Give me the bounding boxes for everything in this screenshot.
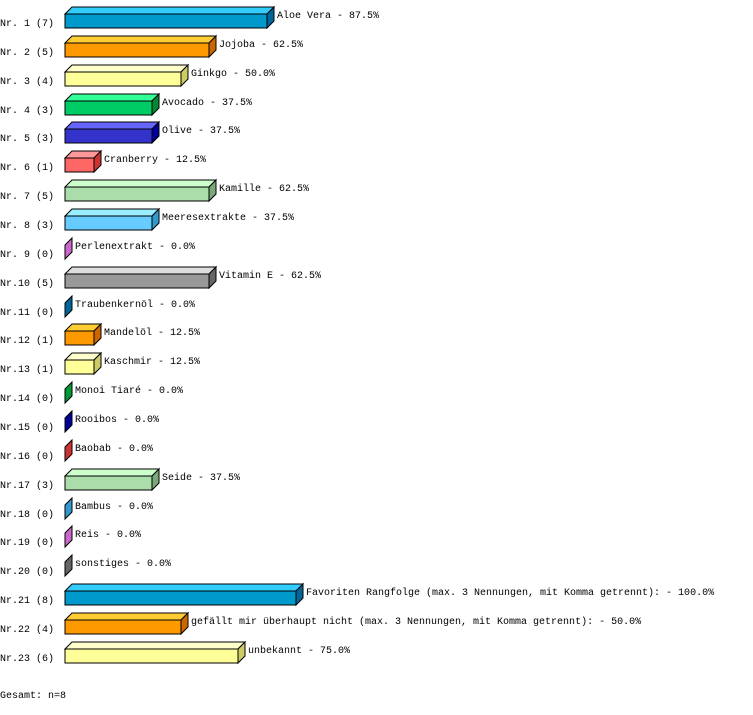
bar-chart: Nr. 1 (7) Aloe Vera - 87.5% Nr. 2 (5) Jojob…: [0, 5, 714, 665]
bar: [64, 273, 210, 289]
bar: [64, 330, 95, 346]
bar: [64, 475, 153, 491]
bar: [64, 128, 153, 144]
bar-side: [208, 265, 217, 290]
bar-side: [64, 380, 73, 405]
bar-side: [64, 438, 73, 463]
row-label: Nr.15 (0): [0, 422, 54, 434]
row-label: Nr. 4 (3): [0, 105, 54, 117]
data-label: Seide - 37.5%: [162, 472, 240, 484]
row-label: Nr.17 (3): [0, 480, 54, 492]
row-label: Nr. 6 (1): [0, 162, 54, 174]
row-label: Nr. 5 (3): [0, 133, 54, 145]
data-label: Ginkgo - 50.0%: [191, 68, 275, 80]
row-label: Nr.19 (0): [0, 537, 54, 549]
bar-side: [64, 409, 73, 434]
bar-side: [64, 496, 73, 521]
data-label: Bambus - 0.0%: [75, 501, 153, 513]
data-label: Cranberry - 12.5%: [104, 154, 206, 166]
bar-top: [63, 208, 161, 217]
bar-side: [180, 611, 189, 636]
bar-side: [151, 120, 160, 145]
row-label: Nr.14 (0): [0, 393, 54, 405]
bar: [64, 13, 268, 29]
row-label: Nr. 2 (5): [0, 47, 54, 59]
data-label: Jojoba - 62.5%: [219, 39, 303, 51]
data-label: Meeresextrakte - 37.5%: [162, 212, 294, 224]
bar-top: [63, 121, 161, 130]
bar-side: [64, 524, 73, 549]
bar-side: [64, 553, 73, 578]
data-label: Perlenextrakt - 0.0%: [75, 241, 195, 253]
data-label: unbekannt - 75.0%: [248, 645, 350, 657]
row-label: Nr.22 (4): [0, 624, 54, 636]
bar-side: [93, 149, 102, 174]
row-label: Nr. 1 (7): [0, 18, 54, 30]
bar-side: [151, 207, 160, 232]
row-label: Nr.16 (0): [0, 451, 54, 463]
data-label: Vitamin E - 62.5%: [219, 270, 321, 282]
row-label: Nr. 7 (5): [0, 191, 54, 203]
row-label: Nr.10 (5): [0, 278, 54, 290]
bar-top: [63, 468, 161, 477]
total-count: Gesamt: n=8: [0, 691, 67, 702]
row-label: Nr. 8 (3): [0, 220, 54, 232]
bar-side: [208, 178, 217, 203]
bar-side: [266, 5, 275, 30]
row-label: Nr.21 (8): [0, 595, 54, 607]
bar-side: [180, 63, 189, 88]
data-label: Mandelöl - 12.5%: [104, 327, 200, 339]
row-label: Nr. 3 (4): [0, 76, 54, 88]
bar-side: [151, 92, 160, 117]
bar-top: [63, 641, 247, 650]
bar-top: [63, 93, 161, 102]
bar-side: [208, 34, 217, 59]
data-label: Kamille - 62.5%: [219, 183, 309, 195]
bar: [64, 157, 95, 173]
bar-top: [63, 179, 218, 188]
data-label: Kaschmir - 12.5%: [104, 356, 200, 368]
bar-top: [63, 612, 190, 621]
bar: [64, 359, 95, 375]
row-label: Nr.18 (0): [0, 509, 54, 521]
bar-top: [63, 64, 190, 73]
data-label: Avocado - 37.5%: [162, 97, 252, 109]
data-label: Aloe Vera - 87.5%: [277, 10, 379, 22]
bar-side: [93, 351, 102, 376]
bar-side: [64, 236, 73, 261]
data-label: Reis - 0.0%: [75, 529, 141, 541]
bar: [64, 42, 210, 58]
data-label: sonstiges - 0.0%: [75, 558, 171, 570]
bar-side: [151, 467, 160, 492]
row-label: Nr.12 (1): [0, 335, 54, 347]
data-label: Rooibos - 0.0%: [75, 414, 159, 426]
bar: [64, 619, 182, 635]
bar: [64, 186, 210, 202]
bar-top: [63, 6, 276, 15]
bar-side: [237, 640, 246, 665]
data-label: Traubenkernöl - 0.0%: [75, 299, 195, 311]
data-label: Favoriten Rangfolge (max. 3 Nennungen, m…: [306, 587, 714, 599]
data-label: Monoi Tiaré - 0.0%: [75, 385, 183, 397]
row-label: Nr.13 (1): [0, 364, 54, 376]
bar-side: [93, 322, 102, 347]
data-label: gefällt mir überhaupt nicht (max. 3 Nenn…: [191, 616, 641, 628]
bar: [64, 590, 297, 606]
row-label: Nr.23 (6): [0, 653, 54, 665]
bar-top: [63, 35, 218, 44]
bar: [64, 71, 182, 87]
data-label: Olive - 37.5%: [162, 125, 240, 137]
row-label: Nr. 9 (0): [0, 249, 54, 261]
bar: [64, 100, 153, 116]
bar-top: [63, 266, 218, 275]
data-label: Baobab - 0.0%: [75, 443, 153, 455]
row-label: Nr.20 (0): [0, 566, 54, 578]
bar: [64, 215, 153, 231]
bar-top: [63, 583, 305, 592]
bar-side: [295, 582, 304, 607]
bar: [64, 648, 239, 664]
row-label: Nr.11 (0): [0, 307, 54, 319]
bar-side: [64, 294, 73, 319]
